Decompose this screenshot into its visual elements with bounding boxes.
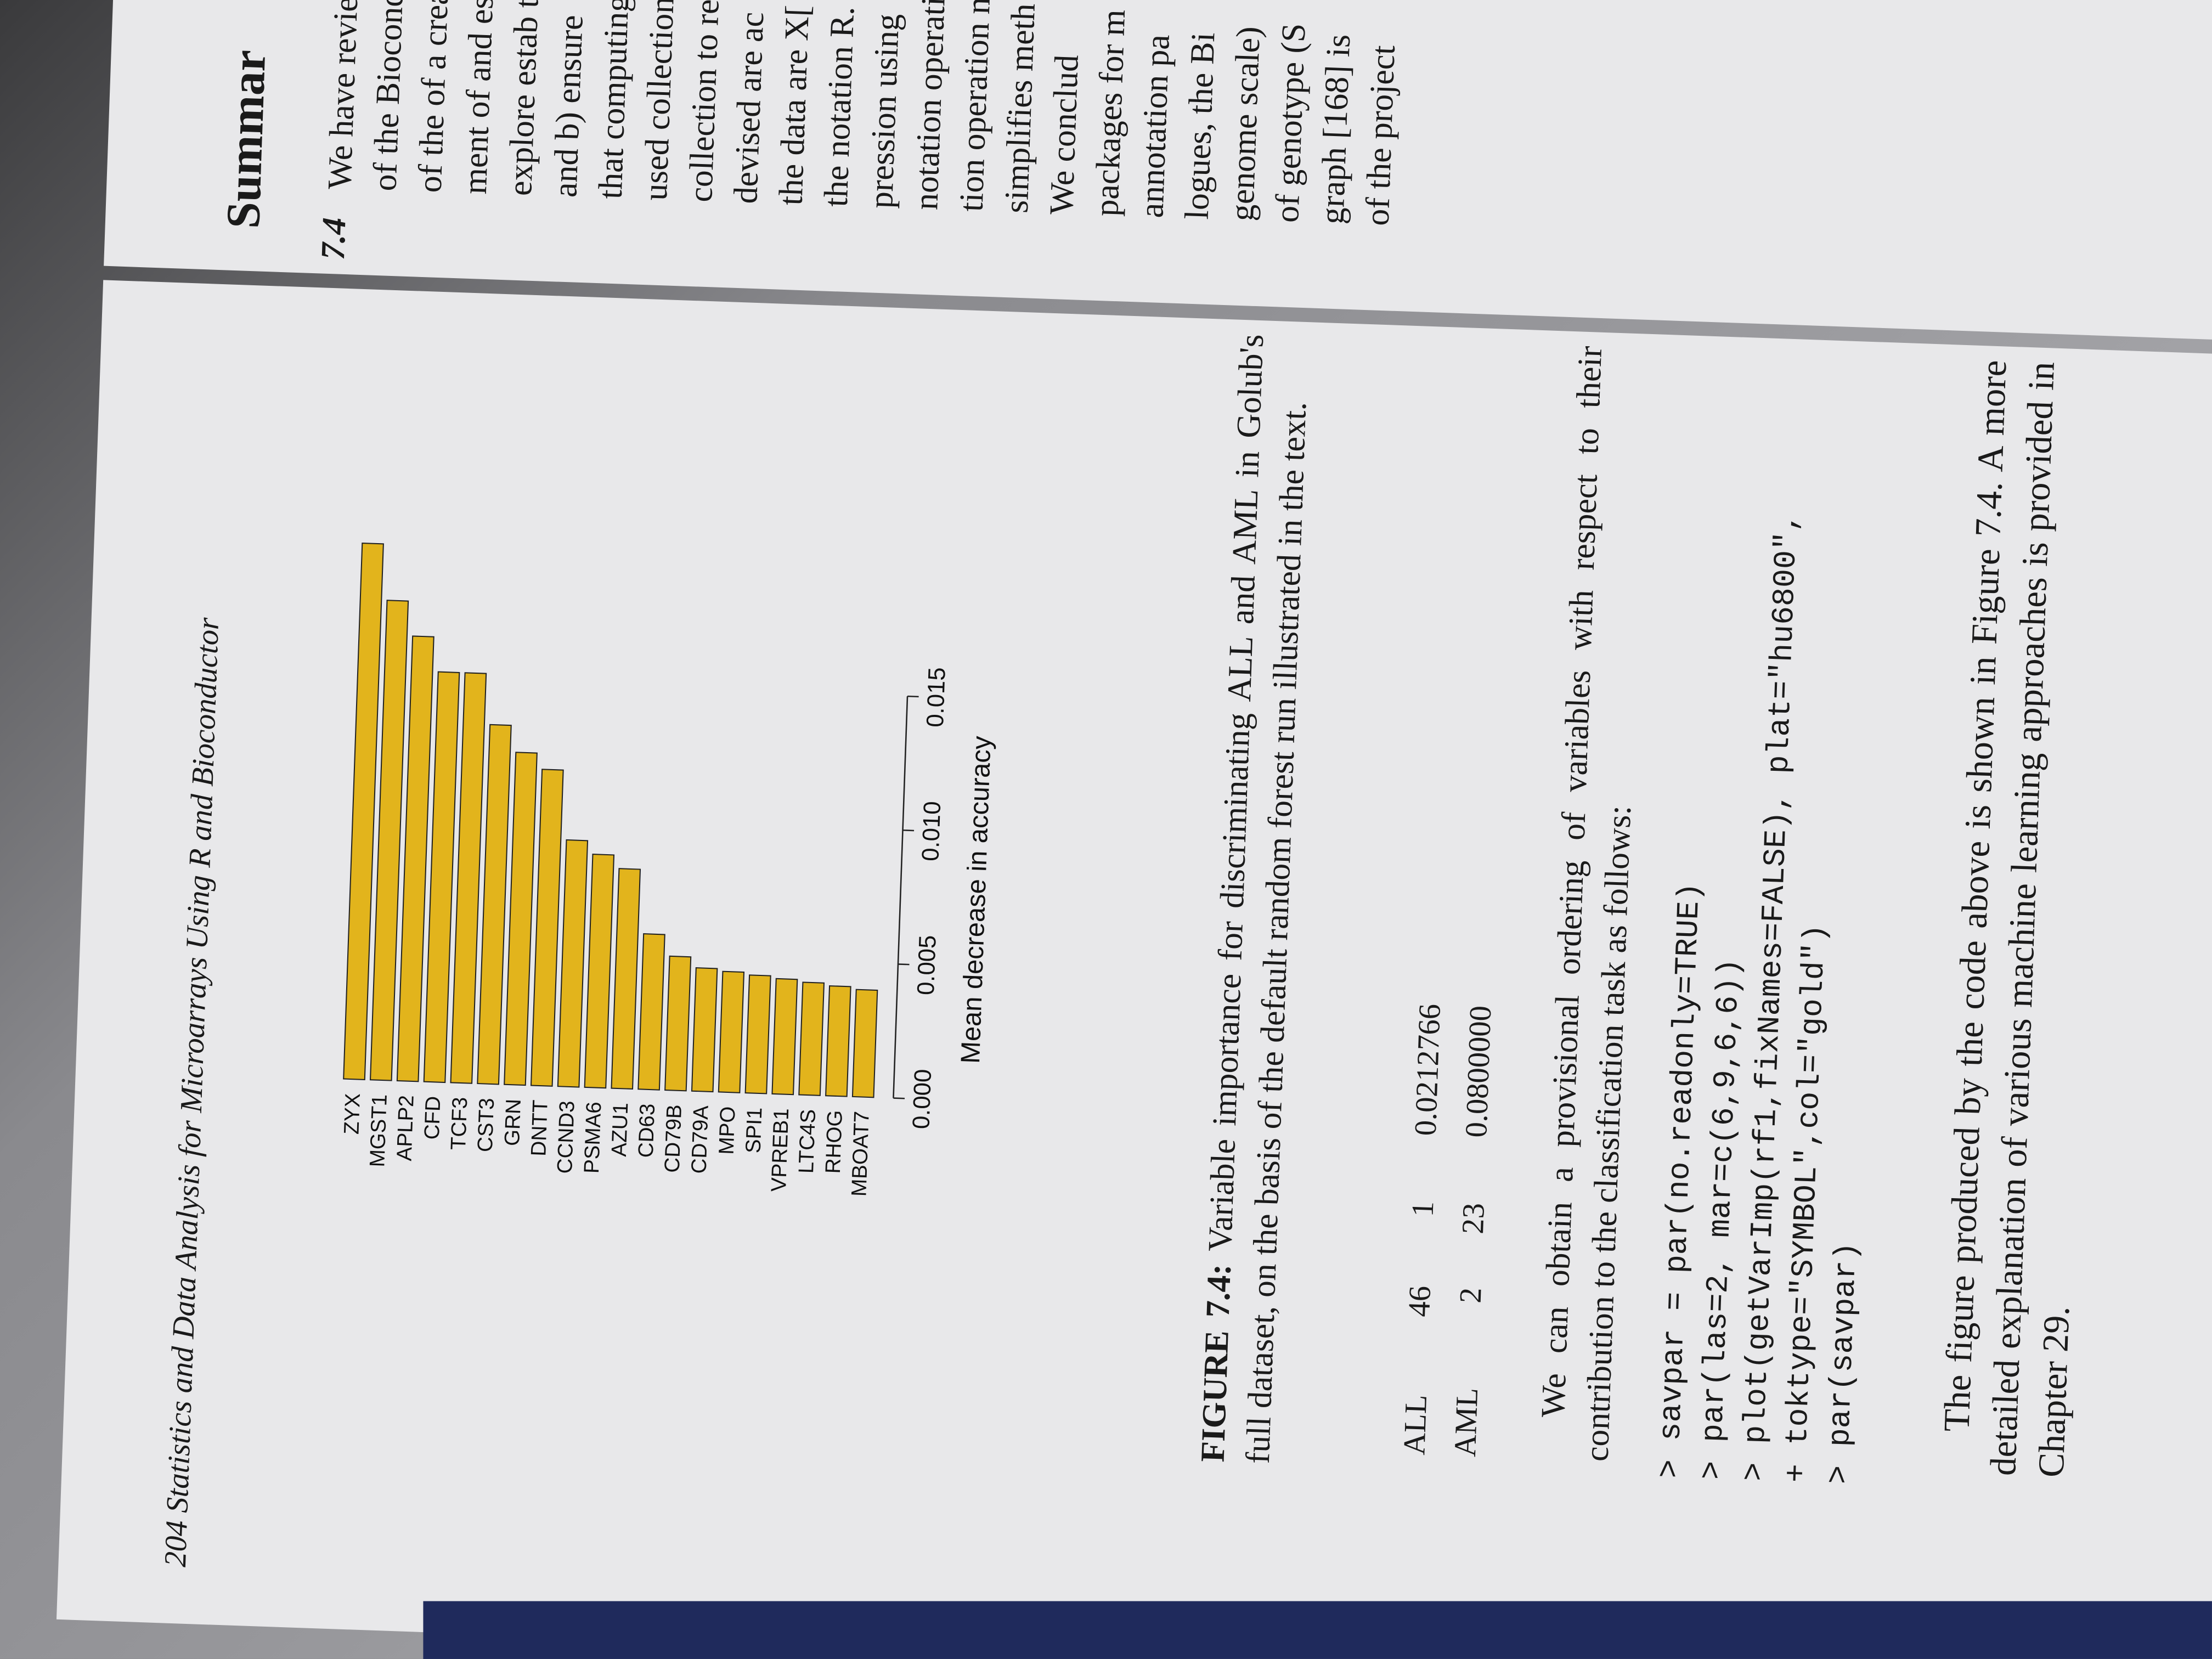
bar	[851, 989, 878, 1098]
right-text: We have reviewed of the Bioconducto of the…	[318, 0, 1412, 227]
y-tick-label: CD79B	[661, 1104, 686, 1173]
y-tick-label: LTC4S	[794, 1109, 820, 1174]
table-cell: 1	[1404, 1200, 1441, 1217]
y-tick-label: VPREB1	[767, 1108, 793, 1192]
y-tick-label: ZYX	[340, 1093, 365, 1135]
table-cell: 23	[1454, 1202, 1491, 1235]
bar	[396, 635, 435, 1082]
chapter-heading: Summar	[218, 49, 276, 230]
tick-mark	[907, 695, 919, 698]
left-page: 204 Statistics and Data Analysis for Mic…	[56, 280, 2212, 1659]
bar	[691, 967, 718, 1093]
bar	[798, 981, 825, 1096]
code-block: > savpar = par(no.readonly=TRUE) > par(la…	[1650, 510, 1895, 1485]
text-line: of the project	[1360, 44, 1403, 227]
chart: ZYX MGST1 APLP2 CFD TCF3 CST3 GRN DNTT CCND3 PSMA…	[340, 542, 997, 1197]
caption-label: FIGURE 7.4:	[1195, 1263, 1239, 1463]
y-tick-label: RHOG	[821, 1110, 847, 1174]
bar	[450, 672, 487, 1084]
bar	[771, 978, 798, 1096]
y-tick-label: CFD	[420, 1096, 445, 1140]
section-number: 7.4	[315, 217, 354, 261]
table-cell: 0.0800000	[1458, 1005, 1498, 1138]
book-spread: 204 Statistics and Data Analysis for Mic…	[56, 0, 2212, 1659]
table-cell: AML	[1447, 1387, 1485, 1458]
bar	[611, 868, 641, 1090]
bar	[343, 542, 384, 1080]
bar	[369, 600, 409, 1081]
y-tick-label: MPO	[715, 1106, 740, 1155]
y-tick-label: CD79A	[687, 1105, 713, 1174]
bar	[664, 955, 692, 1092]
table-cell: ALL	[1396, 1394, 1434, 1456]
y-tick-label: CD63	[634, 1103, 659, 1158]
figure-caption: FIGURE 7.4: Variable importance for disc…	[1191, 334, 1321, 1465]
x-axis-title: Mean decrease in accuracy	[956, 735, 997, 1064]
tick-mark	[893, 1097, 905, 1099]
y-tick-label: TCF3	[447, 1097, 472, 1150]
y-tick-label: APLP2	[393, 1095, 419, 1161]
book-cover	[423, 1601, 2212, 1659]
bar	[825, 985, 851, 1097]
table-cell: 46	[1401, 1285, 1437, 1318]
paragraph: We can obtain a provisional ordering of …	[1536, 345, 1639, 1463]
y-tick-label: MGST1	[365, 1094, 392, 1167]
bar	[423, 671, 460, 1084]
x-tick-label: 0.005	[912, 935, 941, 996]
y-tick-label: DNTT	[527, 1099, 552, 1156]
bar	[530, 769, 564, 1087]
bar	[744, 974, 771, 1094]
y-tick-label: GRN	[500, 1098, 526, 1146]
x-tick-label: 0.015	[922, 667, 951, 727]
x-tick-label: 0.010	[917, 801, 946, 862]
table-cell: 2	[1452, 1286, 1488, 1304]
y-tick-label: PSMA6	[580, 1101, 606, 1173]
bar	[477, 724, 512, 1085]
bar	[584, 854, 615, 1089]
bar	[718, 970, 745, 1093]
result-table: ALL 46 1 0.0212766 AML 2 23 0.0800000	[1396, 1003, 1514, 1458]
y-tick-label: CCND3	[553, 1101, 579, 1174]
tick-mark	[902, 829, 915, 832]
x-tick-label: 0.000	[907, 1069, 936, 1130]
y-tick-label: MBOAT7	[847, 1111, 873, 1197]
bar	[637, 933, 665, 1091]
x-axis	[893, 696, 909, 1098]
table-cell: 0.0212766	[1407, 1003, 1447, 1137]
running-header: 204 Statistics and Data Analysis for Mic…	[157, 617, 226, 1568]
y-tick-label: AZU1	[607, 1102, 633, 1157]
y-tick-label: SPI1	[742, 1107, 767, 1154]
bar	[504, 752, 538, 1086]
paragraph: The figure produced by the code above is…	[1936, 359, 2078, 1479]
bar	[557, 839, 589, 1088]
y-tick-label: CST3	[473, 1098, 499, 1153]
